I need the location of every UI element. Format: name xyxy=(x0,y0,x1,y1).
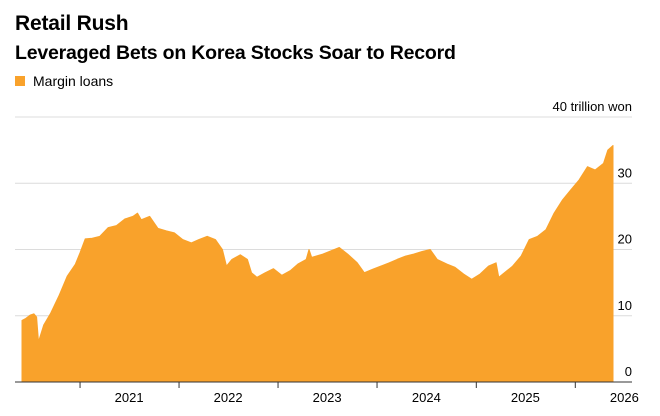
y-tick-label: 20 xyxy=(618,232,632,247)
x-tick-label: 2025 xyxy=(511,390,540,405)
series-area-margin-loans xyxy=(21,145,614,383)
x-tick-label: 2021 xyxy=(115,390,144,405)
y-tick-label: 40 trillion won xyxy=(553,99,633,114)
chart-title: Retail Rush xyxy=(15,12,129,35)
x-tick-label: 2022 xyxy=(214,390,243,405)
x-tick-label: 2026 xyxy=(610,390,639,405)
legend-label: Margin loans xyxy=(33,73,114,89)
legend-swatch xyxy=(15,76,25,86)
y-tick-label: 30 xyxy=(618,165,632,180)
x-tick-label: 2023 xyxy=(313,390,342,405)
chart-subtitle: Leveraged Bets on Korea Stocks Soar to R… xyxy=(15,42,456,64)
x-tick-label: 2024 xyxy=(412,390,441,405)
y-tick-label: 10 xyxy=(618,298,632,313)
legend: Margin loans xyxy=(15,73,113,89)
y-tick-label: 0 xyxy=(625,364,632,379)
